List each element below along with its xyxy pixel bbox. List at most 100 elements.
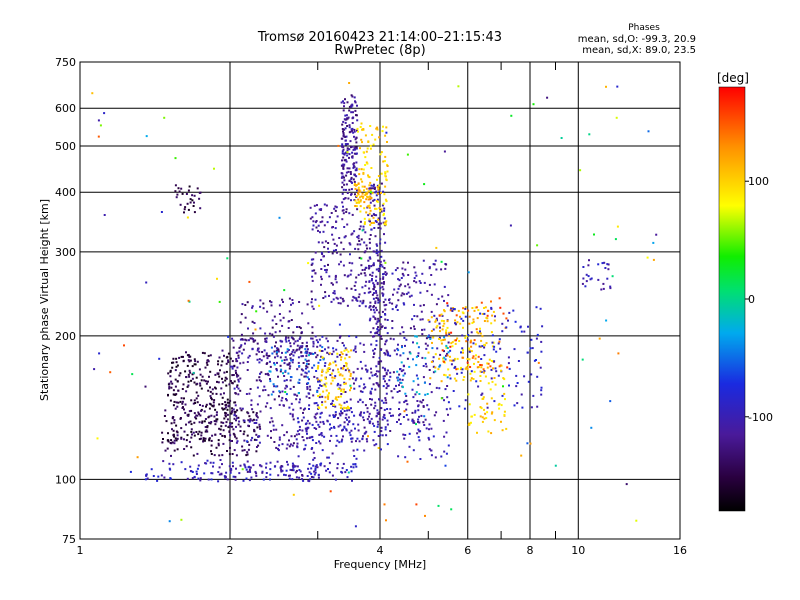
echo-point bbox=[365, 161, 368, 164]
echo-point bbox=[188, 360, 191, 363]
echo-point bbox=[200, 437, 202, 440]
echo-point bbox=[343, 179, 346, 182]
echo-point bbox=[321, 220, 324, 223]
echo-point bbox=[319, 221, 322, 224]
echo-point bbox=[495, 350, 498, 353]
echo-point bbox=[351, 377, 354, 380]
echo-point bbox=[393, 288, 396, 291]
echo-point bbox=[529, 442, 532, 445]
echo-point bbox=[193, 421, 196, 424]
echo-point bbox=[276, 385, 279, 388]
echo-point bbox=[237, 374, 240, 377]
echo-point bbox=[207, 380, 209, 383]
echo-point bbox=[366, 162, 369, 165]
echo-point bbox=[252, 332, 255, 335]
y-tick-label: 750 bbox=[55, 56, 76, 69]
echo-point bbox=[409, 327, 412, 330]
echo-point bbox=[483, 343, 486, 346]
echo-point bbox=[655, 233, 658, 236]
echo-point bbox=[198, 197, 201, 200]
echo-point bbox=[169, 375, 172, 378]
echo-point bbox=[436, 324, 439, 327]
echo-point bbox=[404, 399, 407, 402]
echo-point bbox=[350, 429, 353, 432]
colorbar-tick-label: 0 bbox=[748, 293, 755, 306]
echo-point bbox=[236, 351, 239, 354]
echo-point bbox=[357, 273, 360, 276]
echo-point bbox=[167, 394, 169, 397]
echo-point bbox=[345, 174, 348, 177]
echo-point bbox=[466, 361, 469, 364]
echo-point bbox=[328, 294, 330, 297]
echo-point bbox=[205, 361, 208, 364]
echo-point bbox=[308, 404, 311, 407]
echo-point bbox=[352, 131, 355, 134]
echo-point bbox=[176, 380, 179, 383]
echo-point bbox=[380, 337, 383, 340]
echo-point bbox=[170, 422, 173, 425]
echo-point bbox=[373, 204, 376, 207]
echo-point bbox=[189, 465, 192, 468]
echo-point bbox=[460, 317, 463, 320]
echo-point bbox=[328, 363, 331, 366]
echo-point bbox=[208, 421, 211, 424]
echo-point bbox=[432, 263, 435, 266]
echo-point bbox=[196, 401, 199, 404]
echo-point bbox=[445, 408, 448, 411]
echo-point bbox=[242, 433, 245, 436]
echo-point bbox=[188, 369, 191, 372]
echo-point bbox=[315, 427, 318, 430]
echo-point bbox=[362, 419, 365, 422]
echo-point bbox=[176, 434, 179, 437]
echo-point bbox=[195, 431, 198, 433]
echo-point bbox=[361, 286, 364, 289]
echo-point bbox=[459, 315, 461, 318]
echo-point bbox=[354, 347, 357, 350]
echo-point bbox=[391, 327, 394, 330]
echo-point bbox=[323, 265, 326, 268]
echo-point bbox=[176, 193, 179, 196]
echo-point bbox=[366, 147, 369, 150]
echo-point bbox=[183, 208, 186, 211]
echo-point bbox=[384, 298, 387, 301]
echo-point bbox=[481, 392, 484, 395]
echo-point bbox=[355, 195, 358, 198]
echo-point bbox=[341, 186, 344, 189]
echo-point bbox=[184, 403, 187, 406]
echo-point bbox=[224, 414, 227, 417]
echo-point bbox=[357, 296, 360, 299]
echo-point bbox=[307, 426, 310, 429]
echo-point bbox=[302, 479, 305, 482]
echo-point bbox=[417, 352, 420, 355]
echo-point bbox=[248, 392, 251, 395]
echo-point bbox=[423, 381, 426, 384]
echo-point bbox=[491, 345, 494, 348]
echo-point bbox=[342, 205, 344, 208]
echo-point bbox=[380, 263, 383, 266]
echo-point bbox=[217, 480, 220, 483]
echo-point bbox=[451, 345, 454, 348]
echo-point bbox=[379, 327, 382, 330]
echo-point bbox=[323, 383, 326, 386]
echo-point bbox=[376, 375, 379, 378]
echo-point bbox=[554, 464, 557, 467]
legend-title: Phases bbox=[628, 23, 660, 33]
echo-point bbox=[163, 415, 166, 417]
echo-point bbox=[358, 385, 361, 388]
echo-point bbox=[343, 128, 346, 131]
echo-point bbox=[195, 376, 198, 379]
echo-point bbox=[484, 375, 487, 378]
echo-point bbox=[353, 296, 356, 299]
echo-point bbox=[407, 283, 410, 286]
echo-point bbox=[308, 385, 311, 388]
echo-point bbox=[234, 435, 237, 438]
echo-point bbox=[365, 150, 368, 153]
echo-point bbox=[426, 393, 429, 395]
echo-point bbox=[186, 477, 189, 480]
echo-point bbox=[242, 348, 245, 351]
echo-point bbox=[444, 358, 447, 361]
echo-point bbox=[234, 478, 237, 481]
echo-point bbox=[357, 234, 360, 237]
echo-point bbox=[365, 430, 368, 433]
echo-point bbox=[348, 420, 351, 423]
